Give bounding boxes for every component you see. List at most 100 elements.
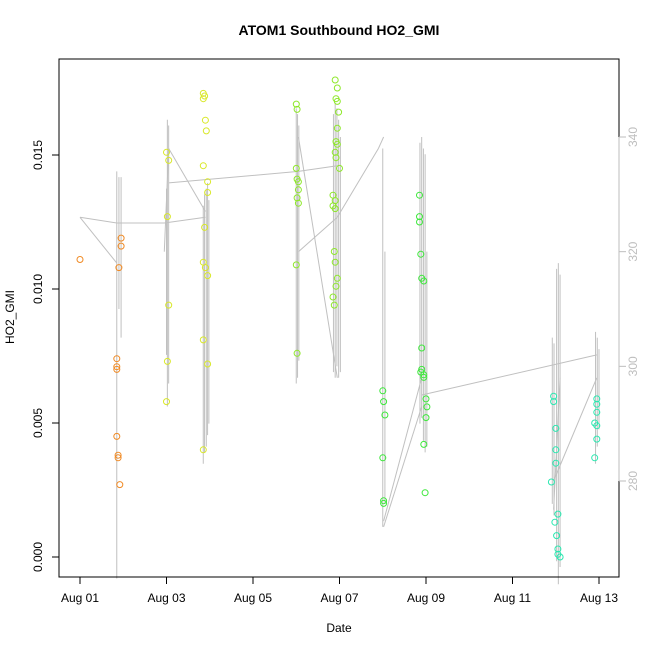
data-point — [165, 301, 173, 309]
data-point — [113, 355, 121, 363]
data-point — [547, 478, 555, 486]
data-point — [335, 108, 343, 116]
data-point — [421, 489, 429, 497]
data-point — [380, 497, 388, 505]
y-tick-label: 0.010 — [31, 274, 45, 304]
y2-tick-label: 340 — [626, 127, 640, 147]
altitude-line — [383, 377, 423, 522]
y-axis-label: HO2_GMI — [3, 290, 17, 344]
data-point — [380, 499, 388, 507]
data-point — [331, 76, 339, 84]
data-point — [292, 261, 300, 269]
data-point — [416, 191, 423, 199]
y2-tick-label: 280 — [626, 471, 640, 491]
data-point — [593, 408, 601, 416]
data-point — [292, 164, 300, 172]
data-point — [330, 248, 338, 255]
data-point — [420, 371, 428, 379]
altitude-line-layer — [79, 102, 600, 585]
data-point — [379, 387, 387, 395]
x-tick-label: Aug 11 — [494, 591, 531, 605]
data-point — [331, 148, 339, 156]
data-point — [294, 199, 302, 207]
data-point — [416, 218, 423, 226]
x-tick-label: Aug 07 — [320, 591, 358, 605]
data-point — [294, 186, 302, 194]
data-point — [550, 392, 558, 400]
data-point — [333, 140, 341, 148]
data-point — [552, 459, 560, 467]
data-point — [113, 363, 121, 371]
data-point — [199, 336, 207, 344]
y-tick-label: 0.015 — [31, 140, 45, 170]
data-point — [204, 189, 212, 196]
data-point — [593, 400, 601, 408]
data-point — [593, 395, 601, 403]
data-point — [420, 373, 428, 381]
data-point — [333, 84, 341, 92]
data-point — [418, 344, 426, 352]
chart-title: ATOM1 Southbound HO2_GMI — [239, 22, 440, 38]
altitude-line — [79, 216, 118, 264]
x-axis: Aug 01 Aug 03 Aug 05 Aug 07 Aug 09 Aug 11 Aug … — [61, 576, 618, 605]
data-point — [117, 234, 125, 242]
data-point — [165, 156, 173, 164]
data-point — [333, 97, 341, 105]
data-point — [336, 164, 343, 172]
y2-tick-label: 320 — [626, 241, 640, 261]
x-tick-label: Aug 05 — [234, 591, 272, 605]
data-point — [204, 272, 212, 280]
data-point — [204, 360, 212, 368]
data-point — [553, 532, 561, 540]
data-point — [114, 454, 122, 462]
data-point — [333, 274, 341, 282]
altitude-line — [297, 136, 338, 378]
data-point — [554, 545, 562, 553]
data-point — [591, 454, 599, 462]
data-point — [422, 414, 430, 422]
data-point — [379, 454, 387, 462]
data-point — [554, 510, 562, 518]
data-point — [593, 422, 601, 430]
x-axis-label: Date — [326, 621, 352, 635]
data-point — [201, 223, 209, 231]
data-point — [551, 518, 559, 526]
data-point — [199, 162, 207, 170]
points-layer — [76, 76, 601, 561]
data-point — [550, 398, 558, 406]
data-point — [416, 213, 423, 221]
y2-tick-label: 300 — [626, 356, 640, 376]
data-point — [333, 124, 341, 132]
x-tick-label: Aug 13 — [580, 591, 618, 605]
data-point — [163, 357, 171, 365]
data-point — [552, 424, 560, 432]
data-point — [204, 178, 212, 186]
altitude-line — [336, 148, 379, 218]
data-point — [117, 242, 125, 250]
data-point — [199, 446, 207, 454]
altitude-line — [421, 354, 597, 396]
data-point — [76, 256, 84, 263]
data-point — [381, 411, 389, 419]
data-point — [420, 440, 428, 448]
altitude-line — [79, 216, 206, 224]
altitude-line — [377, 136, 385, 149]
data-point — [116, 481, 124, 489]
x-tick-label: Aug 09 — [407, 591, 445, 605]
x-tick-label: Aug 03 — [147, 591, 185, 605]
data-point — [380, 398, 388, 406]
secondary-y-axis: 280 300 320 340 — [618, 127, 640, 491]
altitude-line — [168, 148, 206, 212]
x-tick-label: Aug 01 — [61, 591, 99, 605]
data-point — [114, 451, 122, 459]
data-point — [331, 258, 339, 266]
data-point — [422, 395, 430, 403]
altitude-line — [168, 165, 338, 184]
altitude-line — [553, 377, 598, 482]
data-point — [420, 277, 428, 285]
data-point — [593, 435, 601, 443]
data-point — [330, 301, 338, 309]
data-point — [115, 264, 123, 272]
data-point — [292, 100, 300, 108]
y-tick-label: 0.005 — [31, 408, 45, 438]
